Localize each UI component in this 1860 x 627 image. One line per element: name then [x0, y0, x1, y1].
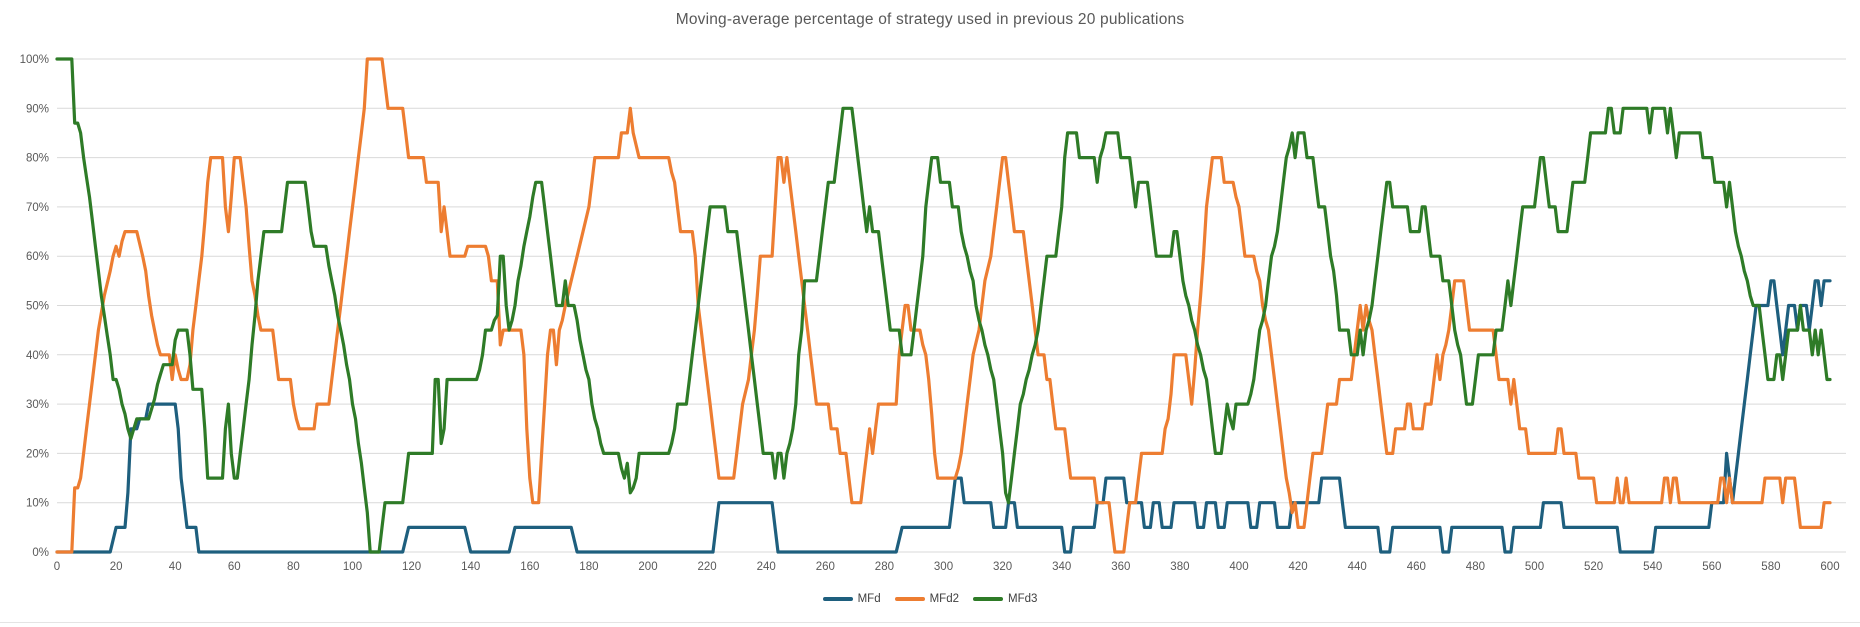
- legend-item-MFd: MFd: [822, 593, 881, 605]
- y-tick-label: 80%: [26, 153, 49, 165]
- x-tick-label: 160: [520, 561, 539, 573]
- x-tick-label: 60: [228, 561, 241, 573]
- x-tick-label: 100: [343, 561, 362, 573]
- x-tick-label: 360: [1111, 561, 1130, 573]
- legend-swatch-MFd3: [973, 597, 1003, 601]
- series-line-MFd3: [55, 57, 1832, 554]
- x-tick-label: 140: [461, 561, 480, 573]
- legend: MFd MFd2 MFd3: [0, 593, 1860, 605]
- y-tick-label: 70%: [26, 202, 49, 214]
- x-tick-label: 180: [579, 561, 598, 573]
- y-tick-label: 10%: [26, 498, 49, 510]
- x-tick-label: 540: [1643, 561, 1662, 573]
- x-tick-label: 400: [1229, 561, 1248, 573]
- x-tick-label: 200: [638, 561, 657, 573]
- x-tick-label: 480: [1466, 561, 1485, 573]
- x-tick-label: 500: [1525, 561, 1544, 573]
- x-tick-label: 380: [1170, 561, 1189, 573]
- legend-swatch-MFd2: [894, 597, 925, 601]
- x-tick-label: 260: [816, 561, 835, 573]
- x-tick-label: 440: [1348, 561, 1367, 573]
- y-tick-label: 20%: [26, 448, 49, 460]
- legend-swatch-MFd: [822, 597, 853, 601]
- x-tick-label: 20: [110, 561, 123, 573]
- y-tick-label: 60%: [26, 251, 49, 263]
- series-line-MFd: [55, 279, 1832, 554]
- x-tick-label: 40: [169, 561, 182, 573]
- x-tick-label: 300: [934, 561, 953, 573]
- x-tick-label: 580: [1761, 561, 1780, 573]
- x-tick-label: 420: [1289, 561, 1308, 573]
- x-tick-label: 240: [757, 561, 776, 573]
- x-tick-label: 520: [1584, 561, 1603, 573]
- x-tick-label: 0: [54, 561, 60, 573]
- y-tick-label: 30%: [26, 399, 49, 411]
- x-tick-label: 320: [993, 561, 1012, 573]
- y-tick-label: 0%: [32, 547, 49, 559]
- y-tick-label: 40%: [26, 350, 49, 362]
- x-tick-label: 120: [402, 561, 421, 573]
- legend-label: MFd3: [1008, 593, 1038, 605]
- x-tick-label: 340: [1052, 561, 1071, 573]
- chart-title: Moving-average percentage of strategy us…: [675, 11, 1185, 28]
- x-tick-label: 220: [698, 561, 717, 573]
- legend-label: MFd: [857, 593, 881, 605]
- y-tick-label: 50%: [26, 301, 49, 313]
- legend-item-MFd3: MFd3: [973, 593, 1037, 605]
- x-tick-label: 600: [1820, 561, 1839, 573]
- legend-item-MFd2: MFd2: [894, 593, 959, 605]
- y-tick-label: 100%: [20, 54, 49, 66]
- series-line-MFd2: [55, 57, 1832, 554]
- legend-label: MFd2: [929, 593, 959, 605]
- y-tick-label: 90%: [26, 103, 49, 115]
- x-tick-label: 460: [1407, 561, 1426, 573]
- x-tick-label: 80: [287, 561, 300, 573]
- x-tick-label: 280: [875, 561, 894, 573]
- x-tick-label: 560: [1702, 561, 1721, 573]
- bottom-separator: [0, 622, 1860, 623]
